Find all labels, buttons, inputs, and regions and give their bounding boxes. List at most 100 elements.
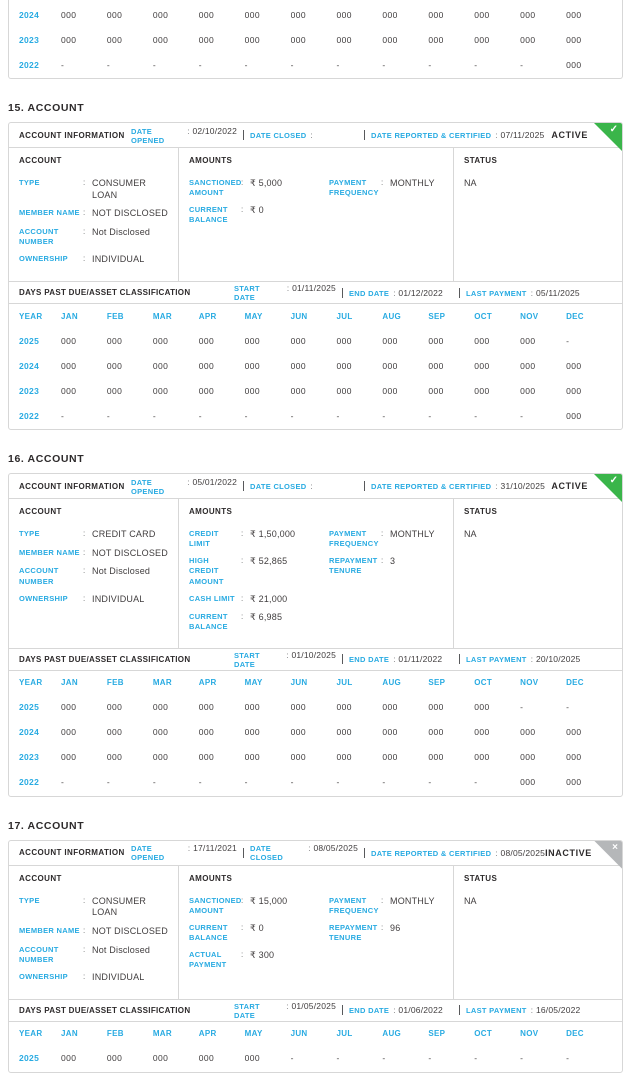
dpd-value: 000 [106,9,123,20]
date-reported-value: 31/10/2025 [500,481,546,491]
field-sanctioned-amount: SANCTIONED AMOUNT: ₹ 15,000 [189,896,329,916]
dpd-value: 000 [336,727,352,738]
dpd-header-row: YEAR JAN FEB MAR APR MAY JUN JUL AUG SEP OCT NOV DEC [9,671,622,695]
dpd-value: 000 [244,335,261,346]
dpd-value: 000 [336,9,352,20]
start-date-group: START DATE:01/11/2025 [234,283,336,302]
field-value: ₹ 300 [250,950,275,961]
field-colon: : [241,922,244,932]
field-colon: : [381,556,384,566]
date-reported-label: DATE REPORTED & CERTIFIED [371,482,492,491]
dpd-table: 2024 000 000 000 000 000 000 000 000 000 000 000 000… [9,2,622,78]
field-colon: : [83,944,86,954]
field-value: INDIVIDUAL [92,971,145,982]
status-column: STATUS NA [454,148,622,281]
month-column-header-nov: NOV [520,678,539,688]
dpd-value: - [382,1053,386,1064]
account-column: ACCOUNT TYPE: CREDIT CARD MEMBER NAME: NOT … [9,499,179,648]
dpd-value: 000 [198,335,215,346]
dpd-value: 000 [106,1053,123,1064]
field-label: ACCOUNT NUMBER [19,944,59,964]
dpd-value: 000 [244,385,261,396]
dpd-value: 000 [198,1053,215,1064]
status-badge: ACTIVE [551,481,588,491]
dpd-value: 000 [61,1053,77,1064]
field-value: 3 [390,556,396,567]
dpd-value: 000 [106,335,123,346]
date-closed-label: DATE CLOSED [250,481,307,491]
date-reported-value: 08/05/2025 [500,847,546,858]
dpd-value: 000 [474,385,490,396]
month-column-header-sep: SEP [428,678,446,688]
previous-account-dpd-table: 2024 000 000 000 000 000 000 000 000 000 000 000 000… [8,0,623,79]
month-column-header-apr: APR [198,678,217,688]
end-date-group: END DATE:01/06/2022 [349,1005,443,1016]
separator [342,287,343,298]
dpd-value: 000 [566,410,582,421]
field-value: MONTHLY [390,529,435,539]
amounts-column: AMOUNTS CREDIT LIMIT: ₹ 1,50,000 HIGH CRED… [179,499,454,648]
start-date-label: START DATE [234,1001,260,1020]
month-column-header-jul: JUL [336,678,353,688]
date-reported-label: DATE REPORTED & CERTIFIED [371,131,492,140]
field-colon: : [381,922,384,932]
field-account-number: ACCOUNT NUMBER: Not Disclosed [19,945,168,965]
dpd-value: - [61,410,65,421]
start-date-label: START DATE [234,284,260,302]
account-card: ACCOUNT INFORMATION DATE OPENED:05/01/20… [8,473,623,797]
field-colon: : [381,529,384,538]
dpd-table: YEAR JAN FEB MAR APR MAY JUN JUL AUG SEP OCT NOV DEC… [9,304,622,429]
month-column-header-may: MAY [244,311,263,321]
month-column-header-jul: JUL [336,311,353,321]
dpd-value: - [290,59,294,70]
account-column-heading: ACCOUNT [19,156,62,165]
dpd-value: 000 [428,727,444,738]
dpd-value: - [520,1053,524,1064]
field-cash-limit: CASH LIMIT: ₹ 21,000 [189,594,329,606]
date-opened-group: DATE OPENED:17/11/2021 [131,843,237,863]
dpd-value: 000 [474,727,490,738]
dpd-value: 000 [106,34,123,45]
amounts-fields-right: PAYMENT FREQUENCY: MONTHLY REPAYMENT TENUR… [329,529,443,640]
dpd-value: - [290,1053,294,1064]
dpd-value: 000 [152,752,169,763]
dpd-value: - [520,702,524,713]
dpd-value: 000 [244,752,261,763]
dpd-value: 000 [290,727,306,738]
field-colon: : [241,529,244,538]
dpd-value: - [520,59,524,70]
field-repayment-tenure: REPAYMENT TENURE:3 [329,556,443,576]
dpd-value: 000 [428,385,444,396]
field-label: ACTUAL PAYMENT [189,950,227,970]
dpd-value: 000 [336,702,352,713]
amounts-column-heading: AMOUNTS [189,873,233,883]
dpd-value: 000 [428,702,444,713]
separator [243,847,244,858]
dpd-value: - [428,410,432,421]
dpd-row-2022: 2022 - - - - - - - - - - - 000 [9,52,622,77]
dpd-value: - [106,59,111,70]
dpd-table: YEAR JAN FEB MAR APR MAY JUN JUL AUG SEP OCT NOV DEC… [9,671,622,796]
dpd-value: - [474,59,478,70]
field-label: CURRENT BALANCE [189,612,228,632]
date-reported-group: DATE REPORTED & CERTIFIED:31/10/2025 [371,481,546,491]
dpd-value: 000 [520,727,536,738]
field-label: OWNERSHIP [19,593,68,603]
dpd-value: 000 [382,335,398,346]
year-label: 2023 [19,385,40,396]
dpd-value: 000 [61,34,77,45]
dpd-value: 000 [428,360,444,371]
amounts-fields-left: SANCTIONED AMOUNT: ₹ 15,000 CURRENT BALANC… [189,896,329,978]
dpd-value: 000 [198,702,215,713]
dpd-value: 000 [566,385,582,396]
start-date-group: START DATE:01/05/2025 [234,1000,336,1020]
month-column-header-apr: APR [198,311,217,321]
account-information-header: ACCOUNT INFORMATION DATE OPENED:05/01/20… [9,474,622,502]
amounts-fields-left: CREDIT LIMIT: ₹ 1,50,000 HIGH CREDIT AMOUN… [189,529,329,640]
month-column-header-apr: APR [198,1029,217,1039]
check-icon: ✓ [609,124,618,135]
month-column-header-nov: NOV [520,1029,539,1039]
month-column-header-mar: MAR [152,1029,172,1039]
year-label: 2025 [19,1053,40,1064]
